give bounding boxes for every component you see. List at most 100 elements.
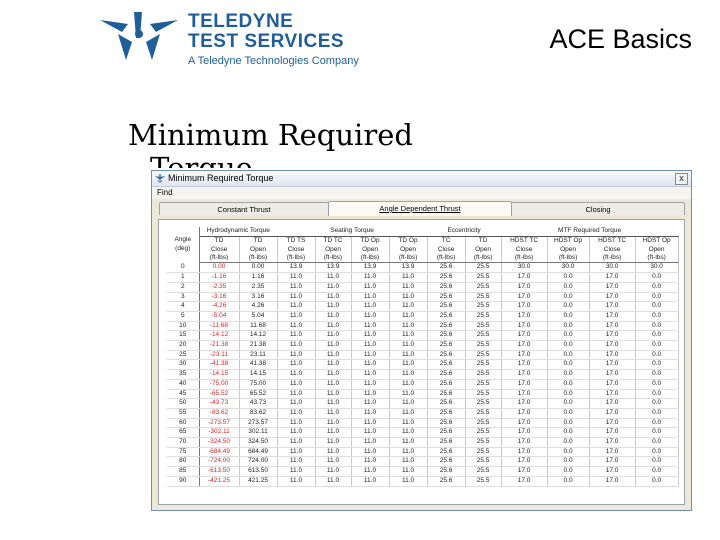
value-cell: 17.0 [501, 447, 548, 458]
tab-angle-dependent-thrust[interactable]: Angle Dependent Thrust [328, 201, 512, 216]
value-cell: 25.5 [465, 398, 502, 409]
value-cell: 25.6 [427, 369, 466, 380]
value-cell: 11.0 [315, 369, 352, 380]
value-cell: 11.0 [351, 301, 390, 312]
angle-header: Angle (deg) [167, 227, 200, 263]
value-cell: 11.0 [389, 330, 428, 342]
value-cell: 11.0 [351, 359, 390, 371]
column-header[interactable]: TD TS [277, 236, 316, 246]
column-subheader: Open (ft-lbs) [239, 245, 278, 264]
value-cell: 25.5 [465, 418, 502, 429]
value-cell: 613.50 [239, 466, 278, 477]
column-header[interactable]: HDST Op [635, 236, 679, 246]
tab-constant-thrust[interactable]: Constant Thrust [159, 202, 329, 215]
column-header[interactable]: TD [465, 236, 502, 246]
value-cell: 0.0 [547, 321, 590, 332]
table-row[interactable]: 65 -302.11 302.11 11.0 11.0 11.0 11.0 25.6 25.5 1… [167, 427, 679, 439]
value-cell: 11.0 [351, 476, 390, 487]
subheader-unit: (ft-lbs) [248, 253, 268, 261]
value-cell: 25.6 [427, 350, 466, 361]
column-header[interactable]: TC [427, 236, 466, 246]
value-cell: 11.0 [389, 350, 428, 361]
value-cell: 17.0 [501, 437, 548, 448]
value-cell: 0.0 [635, 427, 679, 439]
table-row[interactable]: 2 -2.35 2.35 11.0 11.0 11.0 11.0 25.6 25.5 17.0 0.… [167, 282, 679, 293]
value-cell: -5.04 [199, 311, 240, 322]
value-cell: 0.0 [635, 311, 679, 322]
table-row[interactable]: 75 -684.49 684.49 11.0 11.0 11.0 11.0 25.6 25.5 1… [167, 447, 679, 458]
value-cell: 11.0 [277, 369, 316, 380]
column-header[interactable]: TD [239, 236, 278, 246]
column-header[interactable]: TD Op [389, 236, 428, 246]
table-row[interactable]: 1 -1.16 1.16 11.0 11.0 11.0 11.0 25.6 25.5 17.0 0.… [167, 272, 679, 283]
value-cell: 17.0 [501, 427, 548, 439]
value-cell: 17.0 [589, 359, 636, 371]
tab-closing[interactable]: Closing [511, 202, 685, 215]
table-row[interactable]: 3 -3.16 3.16 11.0 11.0 11.0 11.0 25.6 25.5 17.0 0.… [167, 292, 679, 303]
table-row[interactable]: 20 -21.38 21.38 11.0 11.0 11.0 11.0 25.6 25.5 17.… [167, 340, 679, 351]
value-cell: 11.0 [351, 418, 390, 429]
value-cell: 25.5 [465, 282, 502, 293]
value-cell: 11.0 [389, 418, 428, 429]
table-row[interactable]: 5 -5.04 5.04 11.0 11.0 11.0 11.0 25.6 25.5 17.0 0.… [167, 311, 679, 322]
value-cell: 17.0 [589, 272, 636, 283]
value-cell: 11.0 [277, 408, 316, 419]
value-cell: 17.0 [501, 301, 548, 312]
value-cell: 17.0 [589, 389, 636, 400]
value-cell: 5.04 [239, 311, 278, 322]
torque-table-panel: Angle (deg) Hydrodynamic Torque Seating Tor… [158, 219, 685, 505]
column-header[interactable]: TD [199, 236, 240, 246]
angle-cell: 1 [167, 272, 200, 283]
close-button[interactable]: x [675, 173, 688, 185]
table-row[interactable]: 80 -724.00 724.00 11.0 11.0 11.0 11.0 25.6 25.5 1… [167, 456, 679, 468]
table-row[interactable]: 55 -83.62 83.62 11.0 11.0 11.0 11.0 25.6 25.5 17.… [167, 408, 679, 419]
value-cell: 0.0 [635, 398, 679, 409]
table-row[interactable]: 90 -421.25 421.25 11.0 11.0 11.0 11.0 25.6 25.5 1… [167, 476, 679, 487]
column-header[interactable]: TD Op [351, 236, 390, 246]
value-cell: 13.9 [315, 262, 352, 274]
table-row[interactable]: 50 -43.73 43.73 11.0 11.0 11.0 11.0 25.6 25.5 17.… [167, 398, 679, 409]
value-cell: 302.11 [239, 427, 278, 439]
table-row[interactable]: 0 0.00 0.00 13.9 13.9 13.9 13.9 25.6 25.5 30.0 30.… [167, 262, 679, 274]
value-cell: -75.00 [199, 379, 240, 390]
window-titlebar[interactable]: Minimum Required Torque x [152, 171, 691, 187]
value-cell: 25.5 [465, 321, 502, 332]
subheader-line: Close [210, 245, 228, 253]
table-row[interactable]: 60 -273.57 273.57 11.0 11.0 11.0 11.0 25.6 25.5 1… [167, 418, 679, 429]
close-icon: x [679, 173, 684, 183]
value-cell: 75.00 [239, 379, 278, 390]
value-cell: 11.0 [389, 466, 428, 477]
table-row[interactable]: 35 -14.15 14.15 11.0 11.0 11.0 11.0 25.6 25.5 17.… [167, 369, 679, 380]
value-cell: 25.5 [465, 311, 502, 322]
table-row[interactable]: 85 -613.50 613.50 11.0 11.0 11.0 11.0 25.6 25.5 1… [167, 466, 679, 477]
table-row[interactable]: 40 -75.00 75.00 11.0 11.0 11.0 11.0 25.6 25.5 17.… [167, 379, 679, 390]
column-header[interactable]: TD TC [315, 236, 352, 246]
torque-window: Minimum Required Torque x Find Constant … [151, 170, 692, 511]
column-header[interactable]: HDST TC [501, 236, 548, 246]
table-row[interactable]: 25 -23.11 23.11 11.0 11.0 11.0 11.0 25.6 25.5 17.… [167, 350, 679, 361]
value-cell: -421.25 [199, 476, 240, 487]
value-cell: 17.0 [589, 398, 636, 409]
value-cell: 17.0 [589, 437, 636, 448]
table-row[interactable]: 10 -11.68 11.68 11.0 11.0 11.0 11.0 25.6 25.5 17.… [167, 321, 679, 332]
value-cell: 324.50 [239, 437, 278, 448]
table-row[interactable]: 15 -14.12 14.12 11.0 11.0 11.0 11.0 25.6 25.5 17.… [167, 330, 679, 342]
value-cell: 0.0 [635, 476, 679, 487]
value-cell: -3.16 [199, 292, 240, 303]
angle-cell: 40 [167, 379, 200, 390]
value-cell: 11.0 [389, 359, 428, 371]
angle-cell: 30 [167, 359, 200, 371]
menu-find[interactable]: Find [157, 188, 173, 197]
table-row[interactable]: 30 -41.38 41.38 11.0 11.0 11.0 11.0 25.6 25.5 17.… [167, 359, 679, 371]
table-row[interactable]: 70 -324.50 324.50 11.0 11.0 11.0 11.0 25.6 25.5 1… [167, 437, 679, 448]
value-cell: 17.0 [501, 282, 548, 293]
column-subheader: Open (ft-lbs) [351, 245, 390, 264]
value-cell: 0.0 [547, 437, 590, 448]
table-row[interactable]: 4 -4.26 4.26 11.0 11.0 11.0 11.0 25.6 25.5 17.0 0.… [167, 301, 679, 312]
table-row[interactable]: 45 -65.52 65.52 11.0 11.0 11.0 11.0 25.6 25.5 17.… [167, 389, 679, 400]
value-cell: 0.0 [635, 301, 679, 312]
column-header[interactable]: HDST TC [589, 236, 636, 246]
value-cell: 4.26 [239, 301, 278, 312]
column-header[interactable]: HDST Op [547, 236, 590, 246]
value-cell: -1.16 [199, 272, 240, 283]
